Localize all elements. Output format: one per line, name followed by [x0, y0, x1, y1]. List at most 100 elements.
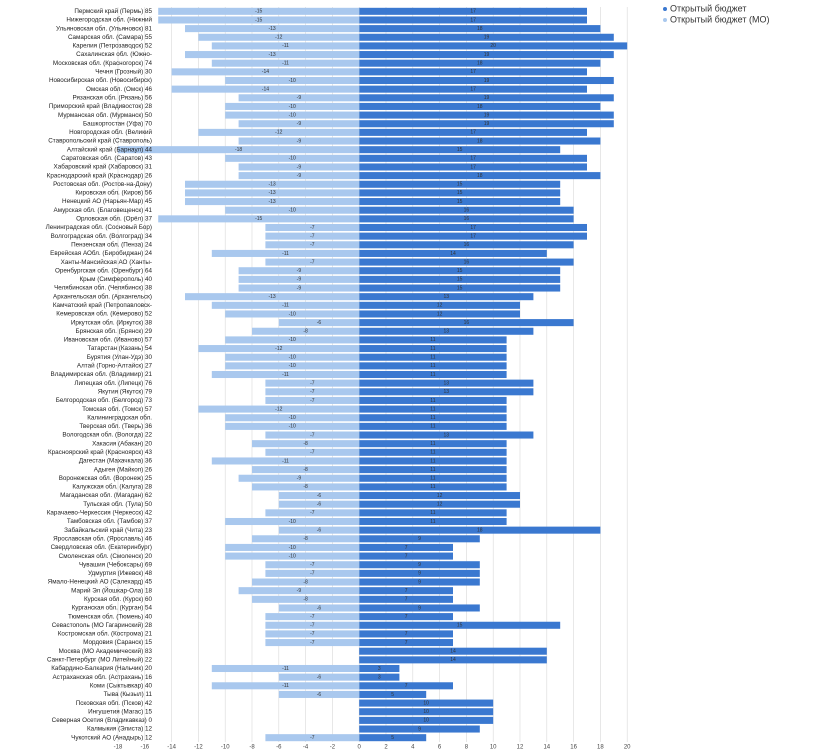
bar	[359, 180, 561, 188]
value-label: 11	[430, 337, 435, 343]
value-label: 5	[391, 692, 394, 698]
category-label: Карачаево-Черкессия (Черкесск) 42	[47, 510, 153, 517]
x-tick-label: -6	[276, 745, 282, 751]
value-label: -9	[297, 173, 302, 179]
value-label: -11	[282, 251, 289, 257]
value-label: 7	[405, 614, 408, 620]
value-label: 9	[418, 562, 421, 568]
value-label: -13	[268, 190, 275, 196]
bar	[359, 734, 427, 742]
value-label: -9	[297, 138, 302, 144]
x-tick-label: 12	[517, 745, 524, 751]
x-tick-label: 8	[465, 745, 469, 751]
value-label: -8	[303, 536, 308, 542]
x-tick-label: -2	[330, 745, 336, 751]
bar	[359, 59, 601, 67]
bar	[225, 310, 360, 318]
value-label: -6	[317, 502, 322, 508]
bar	[278, 492, 360, 500]
value-label: -6	[317, 493, 322, 499]
bar	[265, 561, 360, 569]
x-tick-label: 4	[411, 745, 415, 751]
value-label: 9	[418, 571, 421, 577]
bar	[359, 7, 587, 15]
bar	[238, 120, 360, 128]
x-tick-label: 0	[358, 745, 362, 751]
bar	[359, 310, 520, 318]
bar	[359, 483, 507, 491]
category-label: Ростовская обл. (Ростов-на-Дону)	[53, 180, 152, 188]
bar	[211, 301, 360, 309]
category-label: Алтайский край (Барнаул) 44	[67, 145, 153, 153]
category-label: Воронежская обл. (Воронеж) 25	[59, 474, 153, 482]
category-label: Ненецкий АО (Нарьян-Мар) 45	[62, 197, 152, 205]
bar	[359, 172, 601, 180]
value-label: 7	[405, 597, 408, 603]
category-label: Алтай (Горно-Алтайск) 27	[77, 362, 153, 370]
value-label: -7	[310, 225, 315, 231]
bar	[265, 258, 360, 266]
value-label: 9	[418, 726, 421, 732]
bar	[278, 673, 360, 681]
value-label: -12	[275, 35, 282, 41]
value-label: -13	[268, 182, 275, 188]
bar	[225, 414, 360, 422]
bar	[225, 552, 360, 560]
category-label: Ставропольский край (Ставрополь)	[48, 137, 152, 145]
bar	[359, 716, 494, 724]
value-label: -12	[275, 346, 282, 352]
category-label: Челябинская обл. (Челябинск) 38	[54, 284, 152, 292]
category-label: Вологодская обл. (Вологда) 22	[62, 431, 152, 439]
value-label: -7	[310, 380, 315, 386]
bar	[225, 336, 360, 344]
value-label: 18	[477, 173, 483, 179]
value-label: -7	[310, 450, 315, 456]
value-label: 12	[437, 303, 443, 309]
value-label: 17	[470, 17, 476, 23]
value-label: -13	[268, 294, 275, 300]
bar	[252, 578, 360, 586]
category-label: Дагестан (Махачкала) 36	[79, 458, 153, 465]
value-label: 13	[444, 294, 450, 300]
bar	[278, 526, 360, 534]
value-label: -7	[310, 389, 315, 395]
value-label: 14	[450, 649, 456, 655]
value-label: 11	[430, 484, 435, 490]
category-label: Кемеровская обл. (Кемерово) 52	[56, 310, 152, 318]
bar	[185, 293, 360, 301]
bar	[359, 319, 574, 327]
value-label: 15	[457, 623, 463, 629]
bar	[359, 587, 453, 595]
value-label: -10	[289, 553, 296, 559]
bar	[359, 102, 601, 110]
value-label: 19	[484, 52, 490, 58]
bar	[198, 128, 360, 136]
category-label: Северная Осетия (Владикавказ) 0	[52, 717, 153, 724]
value-label: -11	[282, 372, 289, 378]
x-tick-label: 6	[438, 745, 442, 751]
value-label: -10	[289, 363, 296, 369]
category-label: Чувашия (Чебоксары) 69	[79, 560, 153, 568]
value-label: -7	[310, 640, 315, 646]
bar	[359, 535, 480, 543]
bar	[359, 198, 561, 206]
bar	[252, 535, 360, 543]
value-label: 14	[450, 657, 456, 663]
bar	[359, 370, 507, 379]
value-label: -8	[303, 579, 308, 585]
value-label: 11	[430, 415, 435, 421]
bar	[265, 509, 360, 517]
value-label: 11	[430, 363, 435, 369]
value-label: -12	[275, 406, 282, 412]
category-label: Саратовская обл. (Саратов) 43	[61, 154, 152, 162]
bar	[359, 68, 587, 76]
value-label: 11	[430, 441, 435, 447]
bar	[359, 414, 507, 422]
bar	[238, 474, 360, 482]
value-label: -7	[310, 233, 315, 239]
bar	[359, 206, 574, 214]
value-label: -7	[310, 614, 315, 620]
bar	[225, 543, 360, 551]
value-label: 19	[484, 121, 490, 127]
